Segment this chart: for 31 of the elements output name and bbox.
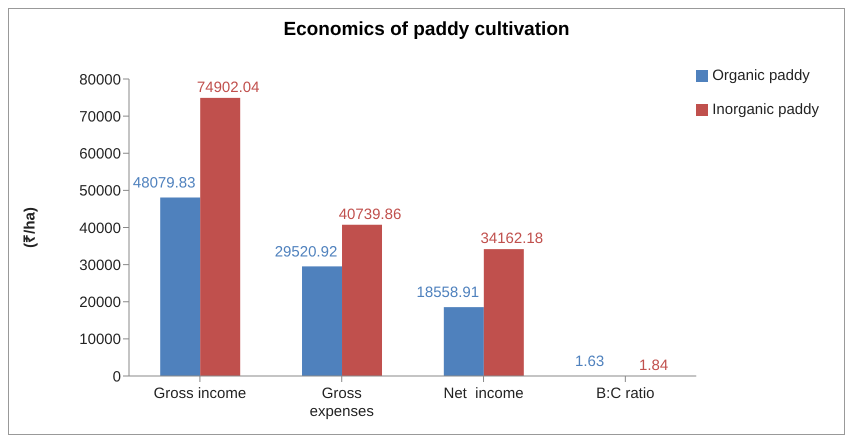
- y-axis-title: (₹/ha): [21, 207, 38, 248]
- bar: [444, 307, 484, 376]
- data-label: 40739.86: [338, 206, 402, 223]
- y-tick-label: 40000: [79, 220, 121, 237]
- x-tick-label: Net income: [444, 385, 524, 402]
- legend-label: Inorganic paddy: [712, 101, 819, 118]
- legend-label: Organic paddy: [712, 67, 810, 84]
- bar: [342, 224, 382, 376]
- y-tick-label: 0: [112, 368, 121, 386]
- y-tick-label: 20000: [79, 294, 121, 312]
- data-label: 1.63: [575, 352, 604, 370]
- y-tick-label: 70000: [79, 108, 121, 126]
- y-tick-label: 60000: [79, 146, 121, 163]
- data-label: 34162.18: [480, 230, 544, 248]
- y-tick-label: 10000: [79, 331, 121, 348]
- data-label: 48079.83: [132, 174, 196, 192]
- y-tick-label: 30000: [79, 256, 121, 274]
- data-label: 1.84: [639, 356, 668, 374]
- y-tick-label: 80000: [79, 71, 121, 88]
- bar: [200, 98, 240, 376]
- x-tick-label: Gross income: [154, 385, 246, 402]
- data-label: 29520.92: [274, 243, 338, 260]
- chart-title: Economics of paddy cultivation: [282, 18, 571, 42]
- x-tick-label: Gross expenses: [310, 385, 374, 420]
- bar: [160, 198, 200, 376]
- bar: [302, 266, 342, 376]
- bar: [484, 249, 524, 376]
- x-tick-label: B:C ratio: [596, 385, 655, 402]
- y-tick-label: 50000: [79, 182, 121, 200]
- data-label: 74902.04: [196, 78, 260, 96]
- data-label: 18558.91: [416, 284, 480, 302]
